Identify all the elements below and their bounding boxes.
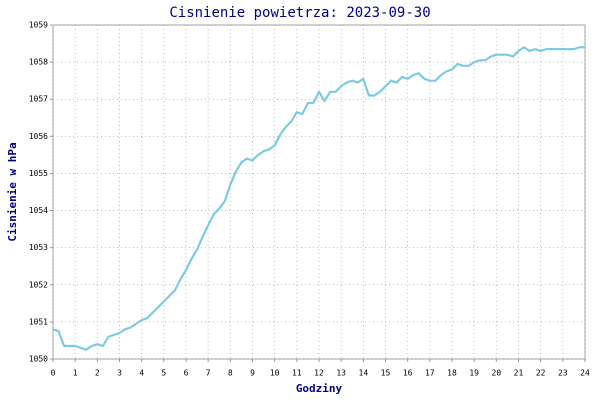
y-tick-label: 1057 bbox=[29, 95, 48, 104]
y-tick-label: 1051 bbox=[29, 317, 48, 326]
x-tick-label: 1 bbox=[73, 369, 78, 378]
y-axis-label: Cisnienie w hPa bbox=[6, 142, 19, 241]
x-tick-label: 8 bbox=[228, 369, 233, 378]
x-tick-label: 11 bbox=[292, 369, 302, 378]
chart-title: Cisnienie powietrza: 2023-09-30 bbox=[169, 5, 430, 21]
x-tick-label: 24 bbox=[580, 369, 590, 378]
x-tick-label: 6 bbox=[184, 369, 189, 378]
x-tick-label: 10 bbox=[270, 369, 280, 378]
y-tick-label: 1058 bbox=[29, 58, 48, 67]
x-tick-label: 20 bbox=[492, 369, 502, 378]
x-tick-label: 16 bbox=[403, 369, 413, 378]
x-tick-label: 2 bbox=[95, 369, 100, 378]
y-tick-label: 1050 bbox=[29, 355, 48, 364]
plot-frame bbox=[52, 24, 586, 360]
y-tick-label: 1053 bbox=[29, 243, 48, 252]
x-tick-label: 22 bbox=[536, 369, 546, 378]
x-tick-label: 3 bbox=[117, 369, 122, 378]
y-tick-label: 1054 bbox=[29, 206, 48, 215]
x-tick-label: 0 bbox=[51, 369, 56, 378]
data-line bbox=[52, 46, 585, 351]
x-tick-label: 5 bbox=[161, 369, 166, 378]
x-tick-label: 13 bbox=[336, 369, 346, 378]
x-axis-label: Godziny bbox=[296, 382, 343, 395]
x-tick-label: 4 bbox=[139, 369, 144, 378]
x-tick-label: 7 bbox=[206, 369, 211, 378]
x-tick-label: 17 bbox=[425, 369, 435, 378]
x-tick-label: 23 bbox=[558, 369, 568, 378]
x-tick-label: 21 bbox=[514, 369, 524, 378]
y-tick-label: 1059 bbox=[29, 21, 48, 30]
y-tick-label: 1055 bbox=[29, 169, 48, 178]
y-tick-label: 1056 bbox=[29, 132, 48, 141]
x-tick-label: 18 bbox=[447, 369, 457, 378]
y-tick-label: 1052 bbox=[29, 280, 48, 289]
x-tick-label: 14 bbox=[359, 369, 369, 378]
x-tick-label: 19 bbox=[469, 369, 479, 378]
x-tick-label: 15 bbox=[381, 369, 391, 378]
x-tick-label: 9 bbox=[250, 369, 255, 378]
x-tick-label: 12 bbox=[314, 369, 324, 378]
